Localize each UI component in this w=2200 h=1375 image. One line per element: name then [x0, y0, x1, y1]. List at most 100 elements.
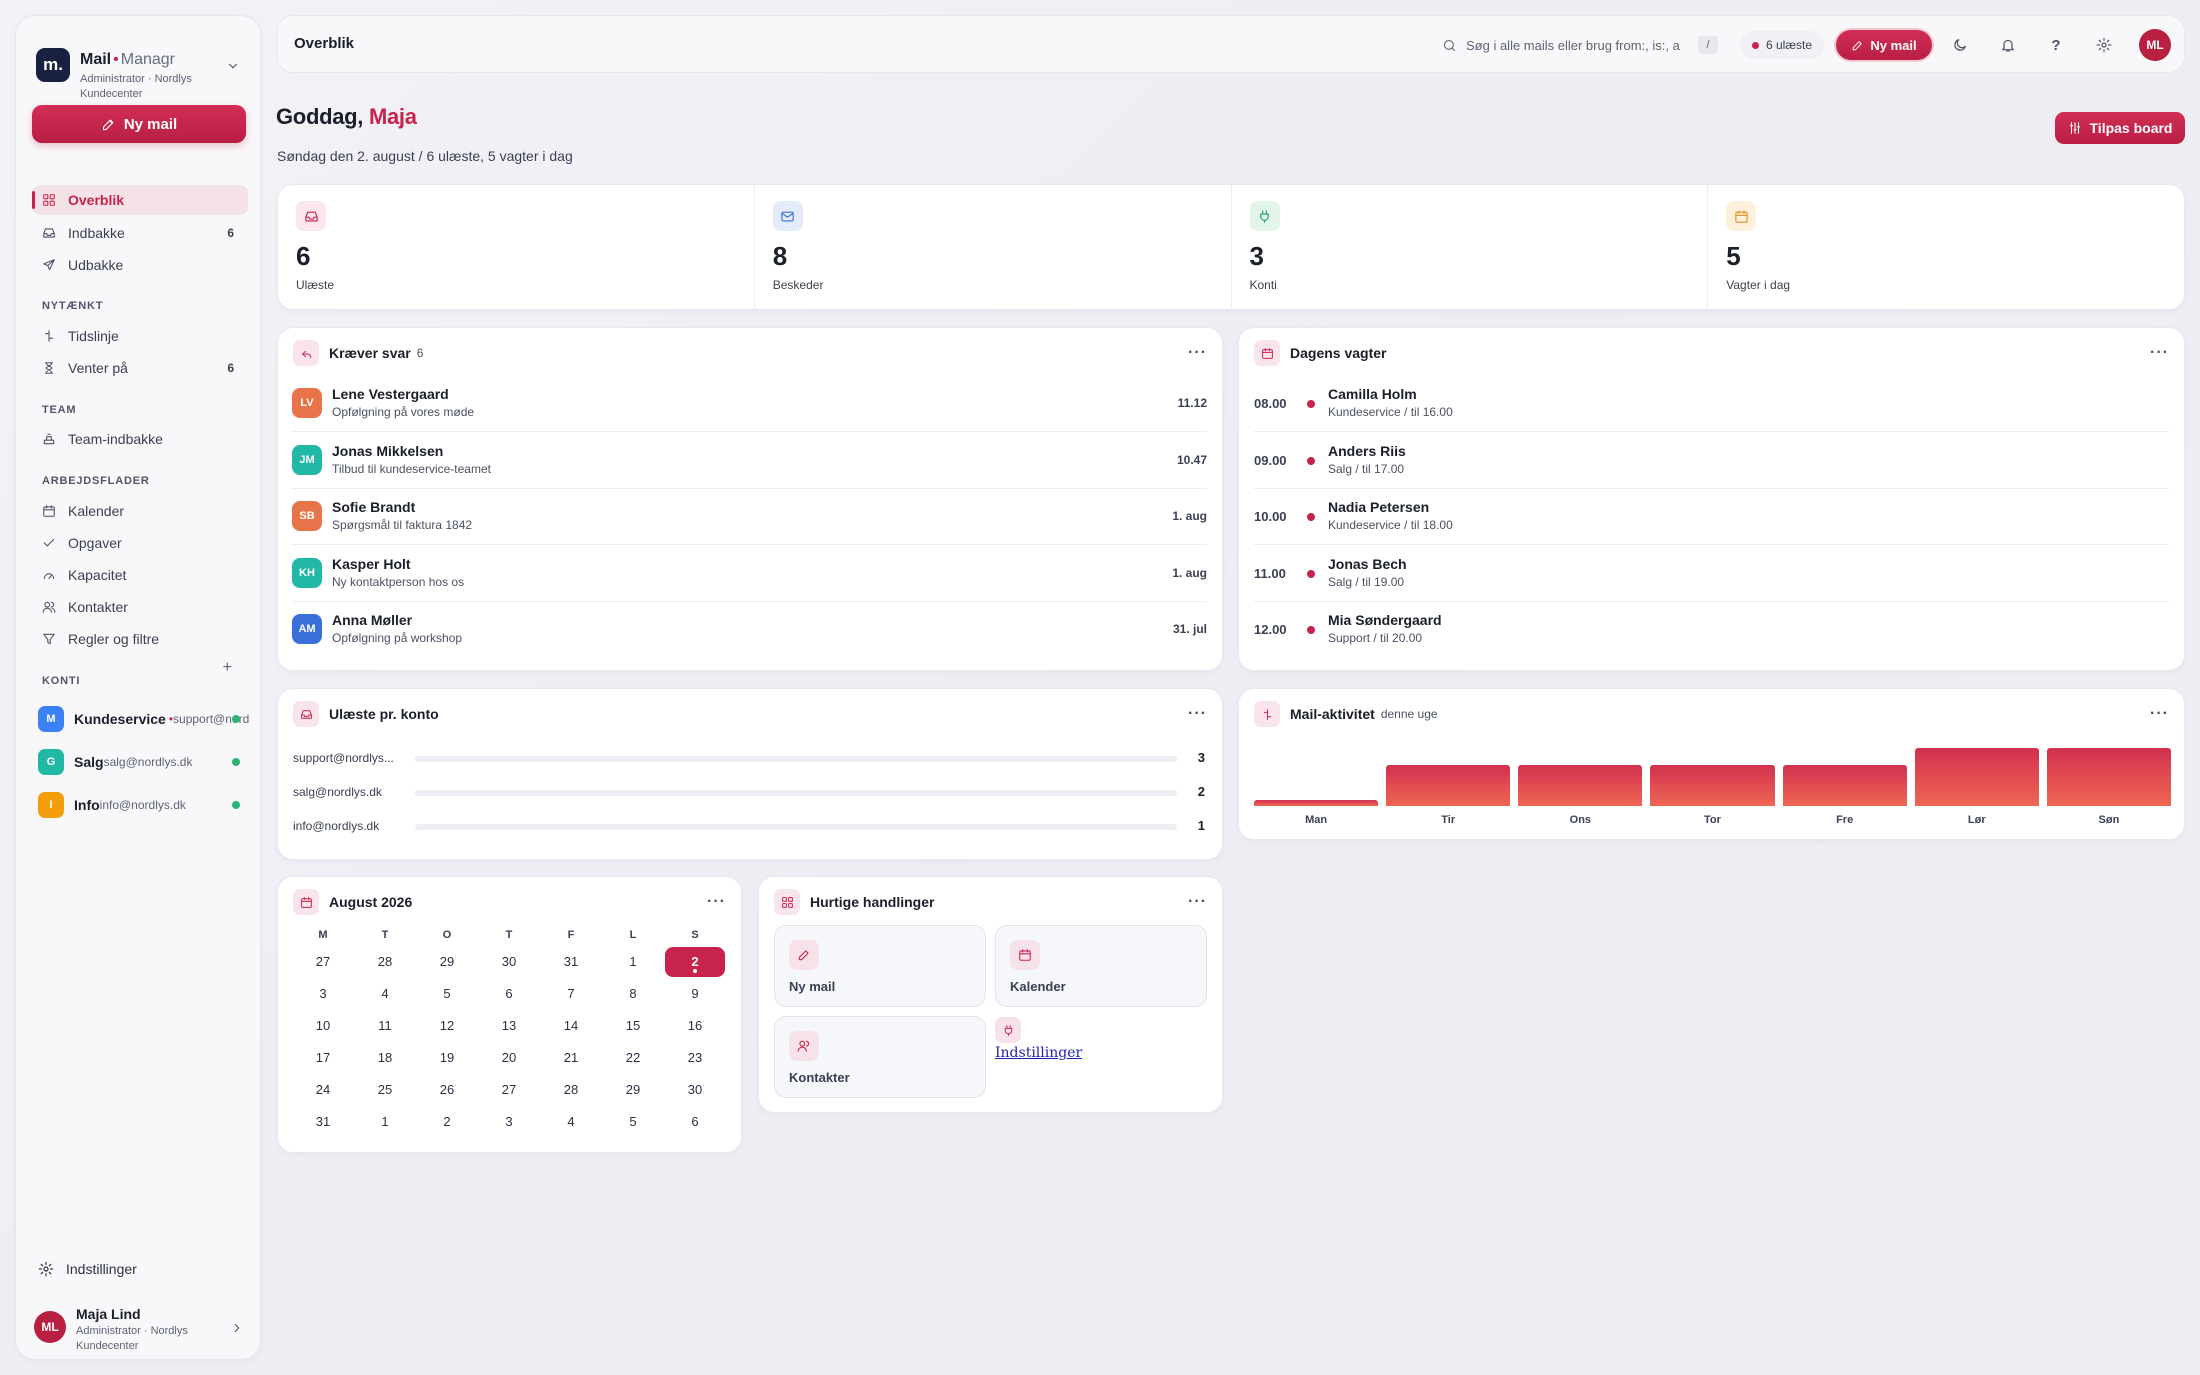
calendar-day[interactable]: 20 [501, 1050, 517, 1065]
search-input[interactable]: Søg i alle mails eller brug from:, is:, … [1428, 29, 1728, 61]
shift-list-item[interactable]: 10.00 Nadia Petersen Kundeservice / til 18… [1254, 489, 2169, 545]
stat-shifts[interactable]: 5 Vagter i dag [1708, 185, 2184, 309]
calendar-day[interactable]: 3 [319, 986, 327, 1001]
unread-badge[interactable]: 6 ulæste [1740, 31, 1825, 59]
calendar-day[interactable]: 29 [439, 954, 455, 969]
calendar-day[interactable]: 11 [378, 1018, 392, 1033]
quick-action-settings[interactable]: Indstillinger [995, 1017, 1082, 1061]
calendar-day[interactable]: 15 [625, 1018, 641, 1033]
account-kundeservice[interactable]: M Kundeservice • support@nordlys.dk [38, 704, 250, 734]
stat-accounts[interactable]: 3 Konti [1232, 185, 1709, 309]
calendar-day[interactable]: 8 [629, 986, 637, 1001]
reply-count: 6 [416, 346, 424, 360]
sidebar-settings-link[interactable]: Indstillinger [38, 1261, 137, 1277]
sidebar-item-overblik[interactable]: Overblik [32, 185, 248, 215]
more-menu-icon[interactable]: ··· [707, 893, 726, 910]
calendar-day[interactable]: 14 [563, 1018, 579, 1033]
sidebar-item-regler-og-filtre[interactable]: Regler og filtre [32, 624, 248, 654]
sidebar-item-kontakter[interactable]: Kontakter [32, 592, 248, 622]
unread-account-row[interactable]: salg@nordlys.dk 2 [293, 783, 1207, 803]
calendar-day[interactable]: 10 [315, 1018, 331, 1033]
calendar-day[interactable]: 7 [567, 986, 575, 1001]
more-menu-icon[interactable]: ··· [1188, 705, 1207, 722]
status-dot [232, 715, 240, 723]
calendar-day[interactable]: 9 [691, 986, 699, 1001]
sidebar-item-udbakke[interactable]: Udbakke [32, 250, 248, 280]
calendar-day[interactable]: 3 [505, 1114, 513, 1129]
calendar-day[interactable]: 6 [691, 1114, 699, 1129]
shift-list-item[interactable]: 08.00 Camilla Holm Kundeservice / til 16.0… [1254, 376, 2169, 432]
weekday-header: F [567, 929, 575, 941]
calendar-day-today[interactable]: 2 [665, 947, 725, 977]
calendar-day[interactable]: 24 [315, 1082, 331, 1097]
sidebar-item-tidslinje[interactable]: Tidslinje [32, 321, 248, 351]
calendar-day[interactable]: 27 [501, 1082, 517, 1097]
more-menu-icon[interactable]: ··· [1188, 893, 1207, 910]
calendar-day[interactable]: 30 [501, 954, 517, 969]
calendar-day[interactable]: 4 [567, 1114, 575, 1129]
calendar-day[interactable]: 18 [377, 1050, 393, 1065]
stat-unread[interactable]: 6 Ulæste [278, 185, 755, 309]
calendar-day[interactable]: 19 [439, 1050, 455, 1065]
quick-action-contacts[interactable]: Kontakter [774, 1016, 986, 1098]
customize-board-button[interactable]: Tilpas board [2055, 112, 2185, 144]
avatar[interactable]: ML [2139, 29, 2171, 61]
sidebar-item-opgaver[interactable]: Opgaver [32, 528, 248, 558]
calendar-day[interactable]: 5 [443, 986, 451, 1001]
new-mail-button[interactable]: Ny mail [32, 105, 246, 143]
gear-icon[interactable] [2092, 33, 2116, 57]
account-salg[interactable]: G Salg salg@nordlys.dk [38, 747, 250, 777]
moon-icon[interactable] [1948, 33, 1972, 57]
account-info[interactable]: I Info info@nordlys.dk [38, 790, 250, 820]
shift-list-item[interactable]: 12.00 Mia Søndergaard Support / til 20.00 [1254, 602, 2169, 658]
reply-list-item[interactable]: JM Jonas Mikkelsen Tilbud til kundeservice… [292, 433, 1207, 489]
unread-account-row[interactable]: info@nordlys.dk 1 [293, 817, 1207, 837]
quick-action-new-mail[interactable]: Ny mail [774, 925, 986, 1007]
calendar-day[interactable]: 31 [563, 954, 579, 969]
sidebar-item-venter-paa[interactable]: Venter på 6 [32, 353, 248, 383]
more-menu-icon[interactable]: ··· [2150, 344, 2169, 361]
calendar-day[interactable]: 4 [381, 986, 389, 1001]
calendar-day[interactable]: 5 [629, 1114, 637, 1129]
calendar-day[interactable]: 26 [439, 1082, 455, 1097]
calendar-day[interactable]: 16 [687, 1018, 703, 1033]
shift-list-item[interactable]: 09.00 Anders Riis Salg / til 17.00 [1254, 433, 2169, 489]
calendar-day[interactable]: 31 [315, 1114, 331, 1129]
help-icon[interactable]: ? [2051, 36, 2061, 54]
user-menu[interactable]: ML Maja Lind Administrator · Nordlys Kun… [34, 1301, 248, 1353]
calendar-day[interactable]: 1 [381, 1114, 389, 1129]
calendar-day[interactable]: 27 [315, 954, 331, 969]
sidebar-item-kapacitet[interactable]: Kapacitet [32, 560, 248, 590]
reply-list-item[interactable]: KH Kasper Holt Ny kontaktperson hos os 1. a… [292, 546, 1207, 602]
sidebar-item-kalender[interactable]: Kalender [32, 496, 248, 526]
bell-icon[interactable] [1996, 33, 2020, 57]
more-menu-icon[interactable]: ··· [1188, 344, 1207, 361]
sidebar-item-team-indbakke[interactable]: Team-indbakke [32, 424, 248, 454]
stat-messages[interactable]: 8 Beskeder [755, 185, 1232, 309]
calendar-day[interactable]: 2 [443, 1114, 451, 1129]
reply-list-item[interactable]: SB Sofie Brandt Spørgsmål til faktura 1842… [292, 489, 1207, 545]
calendar-day[interactable]: 6 [505, 986, 513, 1001]
brand-switcher[interactable]: m. Mail • Managr Administrator · Nordlys K… [36, 42, 244, 102]
calendar-day[interactable]: 17 [315, 1050, 331, 1065]
topbar-new-mail-button[interactable]: Ny mail [1836, 30, 1932, 60]
reply-list-item[interactable]: LV Lene Vestergaard Opfølgning på vores mø… [292, 376, 1207, 432]
quick-action-calendar[interactable]: Kalender [995, 925, 1207, 1007]
calendar-day[interactable]: 25 [377, 1082, 393, 1097]
calendar-day[interactable]: 28 [563, 1082, 579, 1097]
calendar-day[interactable]: 1 [629, 954, 637, 969]
calendar-day[interactable]: 13 [501, 1018, 517, 1033]
sidebar-item-indbakke[interactable]: Indbakke 6 [32, 218, 248, 248]
unread-account-row[interactable]: support@nordlys... 3 [293, 749, 1207, 769]
calendar-day[interactable]: 22 [625, 1050, 641, 1065]
add-account-button[interactable]: + [222, 659, 232, 676]
calendar-day[interactable]: 12 [439, 1018, 455, 1033]
calendar-day[interactable]: 30 [687, 1082, 703, 1097]
more-menu-icon[interactable]: ··· [2150, 705, 2169, 722]
calendar-day[interactable]: 23 [687, 1050, 703, 1065]
calendar-day[interactable]: 21 [563, 1050, 579, 1065]
shift-list-item[interactable]: 11.00 Jonas Bech Salg / til 19.00 [1254, 546, 2169, 602]
calendar-day[interactable]: 28 [377, 954, 393, 969]
calendar-day[interactable]: 29 [625, 1082, 641, 1097]
reply-list-item[interactable]: AM Anna Møller Opfølgning på workshop 31. j… [292, 602, 1207, 658]
